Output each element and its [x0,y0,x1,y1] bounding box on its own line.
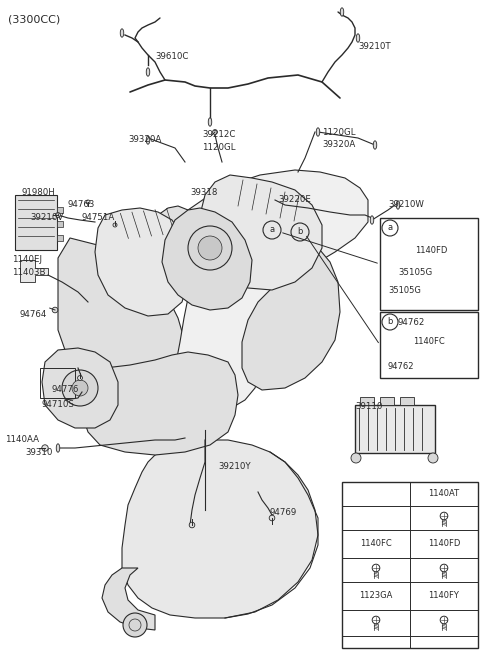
Circle shape [62,370,98,406]
Text: 1123GA: 1123GA [360,591,393,601]
Circle shape [398,254,406,262]
Polygon shape [122,440,318,618]
Ellipse shape [120,29,124,37]
Polygon shape [78,352,238,455]
Text: 1140FD: 1140FD [415,246,447,255]
Circle shape [198,236,222,260]
Text: 35105G: 35105G [398,268,432,277]
Text: 39320A: 39320A [128,135,161,144]
Text: 1140EJ: 1140EJ [12,255,42,264]
Text: 11403B: 11403B [12,268,46,277]
Circle shape [52,307,58,313]
Text: 94762: 94762 [398,318,425,327]
Circle shape [269,515,275,521]
Text: 39210Y: 39210Y [218,462,251,471]
Text: 39310: 39310 [25,448,52,457]
Bar [360,397,374,405]
Text: 39210V: 39210V [30,213,63,222]
Text: 1140FD: 1140FD [428,540,460,548]
Circle shape [72,380,88,396]
Text: 94710S: 94710S [42,400,75,409]
Circle shape [351,453,361,463]
Text: (3300CC): (3300CC) [8,14,60,24]
Bar [57,207,63,213]
Text: 1140FC: 1140FC [360,540,392,548]
Text: 91980H: 91980H [22,188,56,197]
Circle shape [56,213,60,217]
Circle shape [42,445,48,451]
Text: 1140FY: 1140FY [429,591,459,601]
Ellipse shape [373,141,377,149]
Text: a: a [387,223,393,233]
Circle shape [113,223,117,227]
Bar [380,218,478,310]
Ellipse shape [396,201,400,209]
Bar [57,221,63,227]
Bar [380,397,394,405]
Bar [342,482,478,648]
Circle shape [123,613,147,637]
Polygon shape [162,208,252,310]
Ellipse shape [340,8,344,16]
Circle shape [188,226,232,270]
Ellipse shape [356,34,360,42]
Circle shape [213,130,217,134]
Text: 94776: 94776 [52,385,79,394]
Circle shape [78,375,83,381]
Text: 94763: 94763 [68,200,96,209]
Ellipse shape [208,118,212,126]
Circle shape [86,200,90,204]
Text: 1120GL: 1120GL [322,128,356,137]
Polygon shape [95,208,188,316]
Ellipse shape [370,215,374,224]
Text: 94769: 94769 [270,508,297,517]
Text: b: b [297,227,303,236]
Polygon shape [42,348,118,428]
Text: 39210W: 39210W [388,200,424,209]
Text: 39110: 39110 [355,402,383,411]
Text: 39212C: 39212C [202,130,235,139]
Text: b: b [387,318,393,326]
Polygon shape [175,170,368,412]
Bar [40,368,75,398]
Text: a: a [269,225,275,234]
Polygon shape [242,250,340,390]
Bar [400,397,414,405]
Text: 35105G: 35105G [388,286,421,295]
Polygon shape [20,260,48,282]
Ellipse shape [146,68,150,76]
Polygon shape [102,568,155,630]
Ellipse shape [146,136,150,144]
Circle shape [396,344,404,352]
Polygon shape [200,175,322,290]
Circle shape [428,453,438,463]
Text: 39610C: 39610C [155,52,188,61]
Text: 94764: 94764 [20,310,48,319]
Bar [15,195,57,250]
Text: 1140FC: 1140FC [413,337,445,346]
Text: 39320A: 39320A [322,140,355,149]
Text: 1140AA: 1140AA [5,435,39,444]
Text: 94751A: 94751A [82,213,115,222]
Polygon shape [58,206,198,405]
Ellipse shape [316,128,320,136]
Text: 94762: 94762 [388,362,415,371]
Text: 1120GL: 1120GL [202,143,236,152]
Bar [57,235,63,241]
Bar [355,405,435,453]
Text: 39318: 39318 [190,188,217,197]
Circle shape [189,522,195,528]
Text: 39220E: 39220E [278,195,311,204]
Bar [380,312,478,378]
Ellipse shape [56,444,60,452]
Text: 1140AT: 1140AT [429,489,459,498]
Text: 39210T: 39210T [358,42,391,51]
